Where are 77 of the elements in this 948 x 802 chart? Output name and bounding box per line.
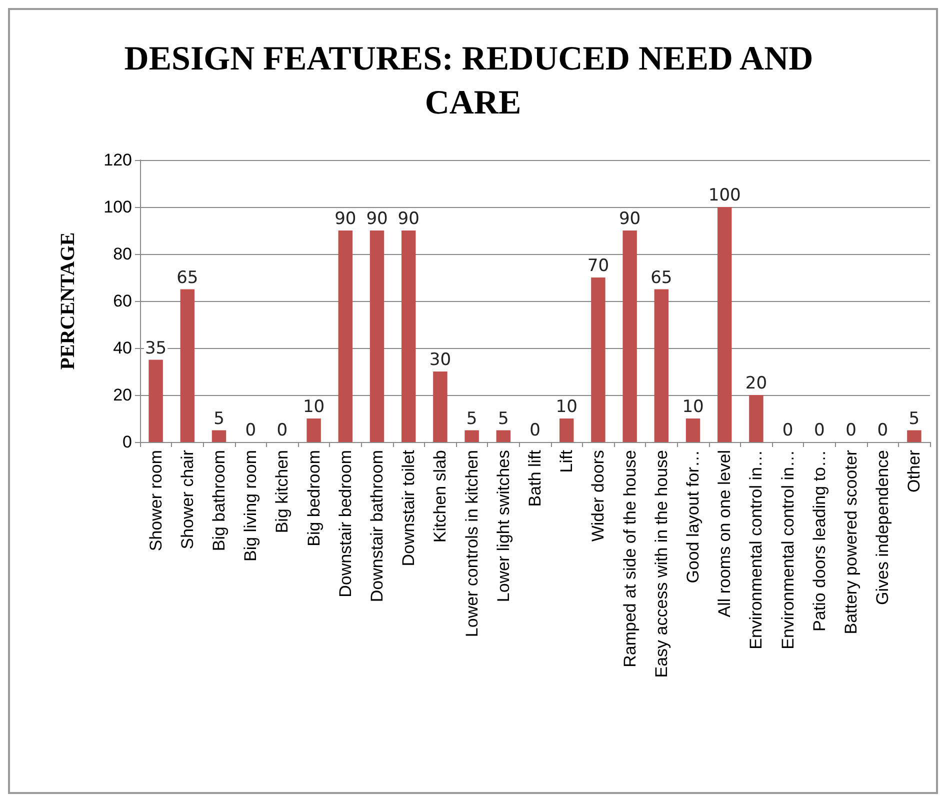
x-tick-label: Kitchen slab <box>430 450 450 543</box>
bar <box>180 289 195 442</box>
x-tick-label: Environmental control in… <box>778 450 798 650</box>
data-label: 35 <box>144 338 167 358</box>
data-label: 5 <box>214 408 224 429</box>
bar <box>591 278 606 442</box>
x-tick-label: Environmental control in… <box>746 450 766 650</box>
data-label: 90 <box>366 209 388 229</box>
x-tick-label: Lower light switches <box>494 450 513 602</box>
y-tick-label: 0 <box>122 432 132 452</box>
x-tick-label: Lift <box>557 450 576 473</box>
y-axis-title: PERCENTAGE <box>57 232 79 370</box>
x-tick-label: Wider doors <box>588 450 608 542</box>
x-tick-label: Battery powered scooter <box>842 450 860 634</box>
bar <box>622 230 637 442</box>
data-label: 0 <box>276 420 288 440</box>
bar <box>212 430 226 442</box>
data-label: 0 <box>530 420 540 440</box>
y-tick-label: 120 <box>104 150 132 170</box>
bar <box>464 430 479 442</box>
bar <box>370 230 384 442</box>
x-tick-label: Patio doors leading to… <box>810 450 829 632</box>
x-tick-label: Easy access with in the house <box>652 450 671 678</box>
x-tick-label: Downstair toilet <box>399 450 418 566</box>
data-label: 65 <box>650 268 672 288</box>
chart-title: DESIGN FEATURES: REDUCED NEED AND CARE <box>124 40 822 122</box>
data-label: 10 <box>302 397 325 417</box>
bar <box>717 207 732 442</box>
y-tick-label: 60 <box>113 292 132 310</box>
x-tick-label: Ramped at side of the house <box>620 450 640 668</box>
data-label: 0 <box>245 420 256 440</box>
data-label: 90 <box>618 209 641 229</box>
bar <box>496 430 511 442</box>
y-tick-label: 100 <box>104 198 132 216</box>
bar <box>401 230 416 442</box>
bar <box>907 430 922 442</box>
bar <box>148 360 163 442</box>
y-tick-label: 40 <box>113 338 132 358</box>
x-tick-label: Big kitchen <box>272 450 292 534</box>
bar <box>306 418 321 442</box>
data-label: 90 <box>334 209 356 229</box>
x-tick-label: Shower chair <box>178 450 197 550</box>
bar <box>749 395 764 442</box>
y-tick-label: 20 <box>113 386 132 404</box>
data-label: 70 <box>587 256 610 276</box>
x-tick-label: Big bedroom <box>304 450 324 546</box>
data-label: 10 <box>556 397 578 417</box>
bar <box>686 418 700 442</box>
data-label: 0 <box>846 420 856 440</box>
data-label: 90 <box>398 209 420 229</box>
data-label: 0 <box>782 420 794 440</box>
x-tick-label: Big bathroom <box>210 450 228 552</box>
bar <box>654 289 669 442</box>
y-tick-label: 80 <box>113 244 132 264</box>
x-tick-label: Gives independence <box>873 450 892 606</box>
data-label: 100 <box>708 186 741 206</box>
x-tick-label: All rooms on one level <box>715 450 734 618</box>
x-tick-label: Downstair bedroom <box>336 450 355 598</box>
x-tick-label: Lower controls in kitchen <box>462 450 482 638</box>
data-label: 65 <box>176 268 198 288</box>
data-label: 30 <box>429 350 452 370</box>
x-tick-label: Shower room <box>146 450 166 552</box>
x-tick-label: Good layout for… <box>684 450 702 584</box>
x-tick-label: Downstair bathroom <box>368 450 386 602</box>
data-label: 20 <box>745 374 768 394</box>
data-label: 0 <box>877 420 888 440</box>
x-tick-label: Bath lift <box>526 450 544 507</box>
data-label: 5 <box>908 408 920 429</box>
data-label: 10 <box>682 397 704 417</box>
data-label: 5 <box>466 408 478 429</box>
x-tick-label: Other <box>904 450 924 493</box>
bar <box>433 372 448 442</box>
bar <box>559 418 574 442</box>
data-label: 5 <box>498 408 509 429</box>
bar <box>338 230 353 442</box>
x-tick-label: Big living room <box>241 450 260 562</box>
data-label: 0 <box>814 420 825 440</box>
